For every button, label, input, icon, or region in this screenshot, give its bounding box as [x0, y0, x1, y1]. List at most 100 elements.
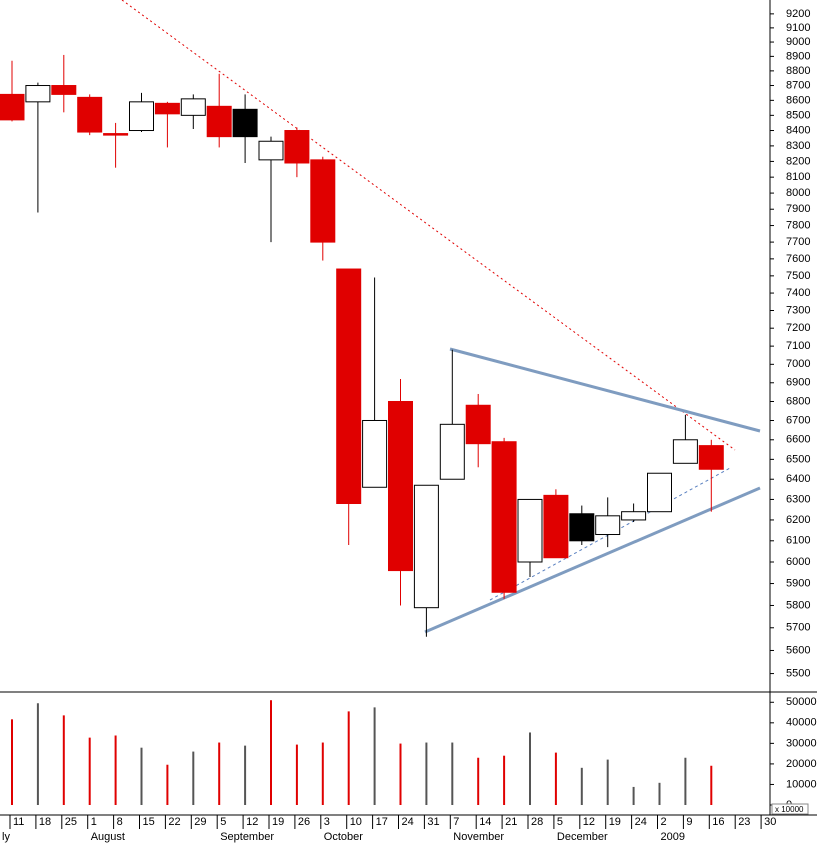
y-tick-label: 7400 [786, 287, 810, 299]
candle-body [154, 102, 180, 115]
x-tick-label: 16 [712, 816, 724, 828]
candle-body [310, 159, 336, 243]
candle-body [180, 98, 206, 116]
y-tick-label: 8400 [786, 124, 810, 136]
candle-body [543, 494, 569, 559]
y-tick-label: 8000 [786, 187, 810, 199]
x-tick-label: 1 [91, 816, 97, 828]
x-tick-label: 15 [143, 816, 155, 828]
x-tick-label: 17 [376, 816, 388, 828]
y-tick-label: 7700 [786, 236, 810, 248]
y-tick-label: 9200 [786, 8, 810, 20]
x-tick-label: 24 [402, 816, 414, 828]
y-tick-label: 8200 [786, 155, 810, 167]
candle-body [621, 511, 647, 521]
x-tick-label: 5 [220, 816, 226, 828]
y-tick-label: 6800 [786, 395, 810, 407]
candle-body [647, 472, 672, 513]
x-tick-label: 23 [738, 816, 750, 828]
x-tick-label: 24 [635, 816, 647, 828]
candle-body [0, 93, 25, 121]
candle-body [595, 515, 621, 536]
y-tick-label: 5600 [786, 644, 810, 656]
x-tick-label: 11 [13, 816, 24, 828]
x-tick-label: 21 [505, 816, 517, 828]
x-tick-label: 8 [117, 816, 123, 828]
candle-body [25, 85, 51, 103]
y-tick-label: 6600 [786, 434, 810, 446]
y-tick-label: 7500 [786, 270, 810, 282]
triangle-lower [424, 486, 761, 634]
y-tick-label: 5900 [786, 577, 810, 589]
x-tick-label: 9 [686, 816, 692, 828]
y-tick-label: 7800 [786, 219, 810, 231]
candle-body [103, 133, 129, 136]
candle-body [258, 140, 284, 161]
x-tick-label: 25 [65, 816, 77, 828]
y-tick-label: 6000 [786, 556, 810, 568]
y-tick-label: 7900 [786, 203, 810, 215]
candle-body [51, 85, 77, 95]
x-tick-label: 5 [557, 816, 563, 828]
y-tick-label: 7200 [786, 322, 810, 334]
trend-line [121, 0, 736, 451]
x-tick-label: 2 [661, 816, 667, 828]
candle-body [517, 498, 543, 563]
y-tick-label: 6100 [786, 535, 810, 547]
x-tick-label: 7 [453, 816, 459, 828]
y-tick-label: 8700 [786, 79, 810, 91]
y-tick-label: 50000 [786, 696, 817, 708]
month-label: 2009 [661, 831, 685, 843]
candle-body [336, 268, 362, 505]
y-tick-label: 8100 [786, 171, 810, 183]
candle-body [206, 105, 232, 138]
candle-body [77, 96, 103, 133]
candle-body [672, 439, 698, 464]
x-tick-label: 14 [479, 816, 491, 828]
y-tick-label: 8300 [786, 140, 810, 152]
x-tick-label: 12 [583, 816, 595, 828]
candle-body [362, 419, 388, 488]
y-tick-label: 8600 [786, 94, 810, 106]
y-tick-label: 6900 [786, 377, 810, 389]
x-tick-label: 28 [531, 816, 543, 828]
y-tick-label: 8500 [786, 109, 810, 121]
x-tick-label: 3 [324, 816, 330, 828]
triangle-upper [449, 347, 761, 433]
y-tick-label: 20000 [786, 758, 817, 770]
y-tick-label: 6400 [786, 473, 810, 485]
x-tick-label: 30 [764, 816, 776, 828]
candle-body [439, 423, 465, 480]
month-label: September [220, 831, 274, 843]
y-tick-label: 9100 [786, 22, 810, 34]
candle-body [465, 404, 491, 445]
month-label: November [453, 831, 504, 843]
y-tick-label: 5800 [786, 599, 810, 611]
x-tick-label: 10 [350, 816, 362, 828]
candle-body [491, 441, 517, 593]
month-label: December [557, 831, 608, 843]
y-tick-label: 40000 [786, 717, 817, 729]
month-label: ly [2, 831, 10, 843]
axis-note: x 10000 [775, 805, 804, 814]
y-tick-label: 6500 [786, 453, 810, 465]
month-label: October [324, 831, 363, 843]
candle-body [232, 108, 258, 138]
y-tick-label: 7000 [786, 358, 810, 370]
y-tick-label: 7300 [786, 304, 810, 316]
channel-line [489, 467, 731, 601]
y-tick-label: 30000 [786, 737, 817, 749]
y-tick-label: 5500 [786, 667, 810, 679]
x-tick-label: 29 [194, 816, 206, 828]
y-tick-label: 7100 [786, 340, 810, 352]
y-tick-label: 6300 [786, 493, 810, 505]
y-tick-label: 8900 [786, 50, 810, 62]
month-label: August [91, 831, 125, 843]
x-tick-label: 19 [272, 816, 284, 828]
y-tick-label: 7600 [786, 253, 810, 265]
y-tick-label: 6700 [786, 414, 810, 426]
y-tick-label: 5700 [786, 622, 810, 634]
y-tick-label: 8800 [786, 65, 810, 77]
candle-body [569, 513, 595, 542]
